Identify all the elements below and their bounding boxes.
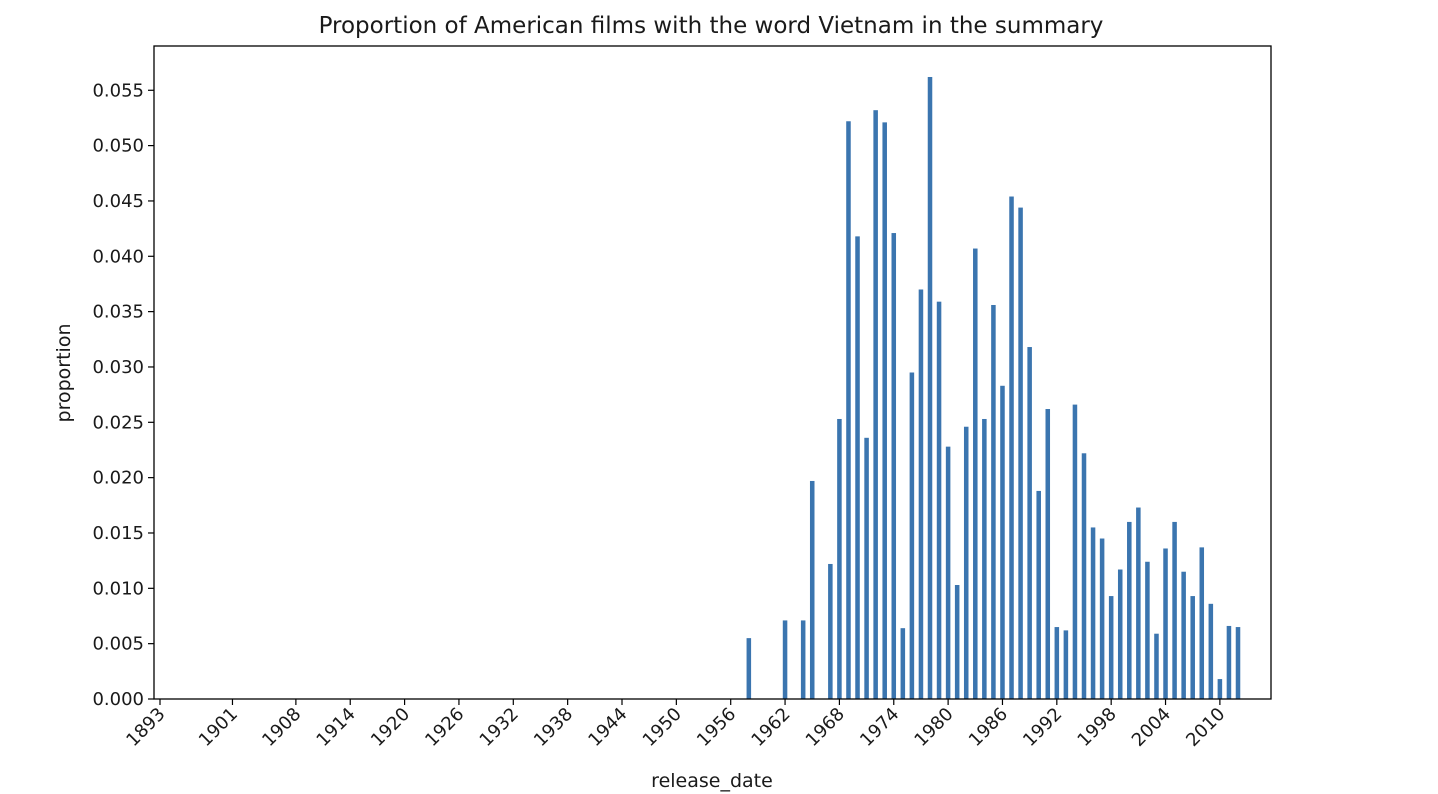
x-tick-label: 1932 (476, 704, 523, 751)
bar-1984 (982, 418, 987, 699)
y-tick-label: 0.050 (92, 136, 144, 157)
bar-1986 (1000, 385, 1005, 699)
bar-1981 (954, 585, 960, 699)
bar-1976 (909, 372, 915, 699)
x-tick-label: 1968 (802, 704, 849, 751)
bar-1995 (1081, 453, 1087, 699)
bar-2007 (1190, 596, 1195, 699)
bar-1982 (963, 426, 969, 699)
y-tick-label: 0.055 (92, 80, 144, 101)
bar-1968 (837, 418, 842, 699)
y-tick-label: 0.030 (92, 357, 144, 378)
x-tick-label: 1938 (530, 704, 577, 751)
bar-1990 (1036, 490, 1041, 699)
bar-1977 (918, 289, 924, 699)
x-tick-label: 1926 (421, 704, 468, 751)
x-tick-label: 1914 (312, 704, 359, 751)
y-tick-label: 0.000 (92, 689, 144, 710)
chart-title: Proportion of American films with the wo… (319, 13, 1104, 39)
x-tick-label: 1950 (639, 704, 686, 751)
bar-2005 (1172, 521, 1177, 699)
plot-frame (153, 45, 1272, 700)
bar-1999 (1117, 569, 1123, 699)
bar-1991 (1045, 409, 1051, 699)
x-tick-label: 1980 (910, 704, 957, 751)
y-tick-label: 0.010 (92, 578, 144, 599)
bar-2010 (1217, 679, 1223, 699)
bar-2004 (1163, 548, 1168, 699)
x-axis-label: release_date (651, 770, 773, 792)
bar-1994 (1072, 404, 1078, 699)
bar-1989 (1027, 347, 1032, 699)
bar-1978 (927, 76, 933, 700)
x-tick-label: 1986 (965, 704, 1012, 751)
x-tick-label: 1920 (367, 704, 414, 751)
y-tick-label: 0.035 (92, 302, 144, 323)
bar-2006 (1181, 571, 1186, 699)
x-tick-label: 1992 (1019, 704, 1066, 751)
x-tick-label: 1962 (747, 704, 794, 751)
x-axis-ticks: 1893 1901 1908 1914 1920 1926 1932 1938 1944 1950… (122, 699, 1229, 751)
bar-1973 (882, 122, 887, 700)
y-axis-label: proportion (53, 324, 75, 423)
x-tick-label: 1956 (693, 704, 740, 751)
y-tick-label: 0.015 (92, 523, 144, 544)
x-tick-label: 1944 (584, 704, 631, 751)
bar-1969 (846, 121, 851, 699)
bar-1965 (809, 480, 815, 699)
bar-1974 (891, 233, 897, 700)
y-tick-label: 0.045 (92, 191, 144, 212)
bar-1998 (1108, 596, 1114, 699)
y-tick-label: 0.025 (92, 412, 144, 433)
bar-1992 (1054, 627, 1060, 699)
bar-1971 (864, 437, 869, 699)
bar-2001 (1136, 507, 1141, 699)
y-axis-ticks: 0.000 0.005 0.010 0.015 0.020 0.025 0.030 0.035… (92, 80, 154, 710)
bar-2012 (1235, 627, 1241, 699)
bar-1975 (900, 628, 906, 699)
bar-1997 (1099, 538, 1105, 699)
y-tick-label: 0.040 (92, 246, 144, 267)
bar-1962 (782, 620, 788, 699)
bars-group (746, 76, 1241, 700)
bar-2011 (1226, 625, 1232, 699)
x-tick-label: 2010 (1182, 704, 1229, 751)
x-tick-label: 2004 (1128, 704, 1175, 751)
bar-1967 (828, 563, 833, 699)
bar-1972 (873, 110, 878, 699)
bar-1985 (991, 304, 996, 699)
bar-1980 (945, 446, 951, 699)
bar-1987 (1009, 196, 1014, 699)
bar-1958 (746, 638, 752, 699)
x-tick-label: 1908 (258, 704, 305, 751)
x-tick-label: 1998 (1073, 704, 1120, 751)
bar-2009 (1208, 603, 1214, 699)
bar-2008 (1199, 547, 1205, 699)
bar-2003 (1154, 633, 1159, 699)
y-tick-label: 0.020 (92, 468, 144, 489)
bar-1983 (973, 248, 978, 700)
x-tick-label: 1893 (122, 704, 169, 751)
x-tick-label: 1901 (195, 704, 242, 751)
bar-1996 (1090, 527, 1096, 699)
bar-1979 (936, 301, 942, 699)
bar-1988 (1018, 207, 1023, 699)
x-tick-label: 1974 (856, 704, 903, 751)
bar-1993 (1063, 630, 1069, 699)
bar-1970 (855, 236, 860, 699)
bar-2002 (1145, 561, 1150, 699)
bar-1964 (800, 620, 806, 699)
y-tick-label: 0.005 (92, 634, 144, 655)
bar-2000 (1127, 521, 1132, 699)
